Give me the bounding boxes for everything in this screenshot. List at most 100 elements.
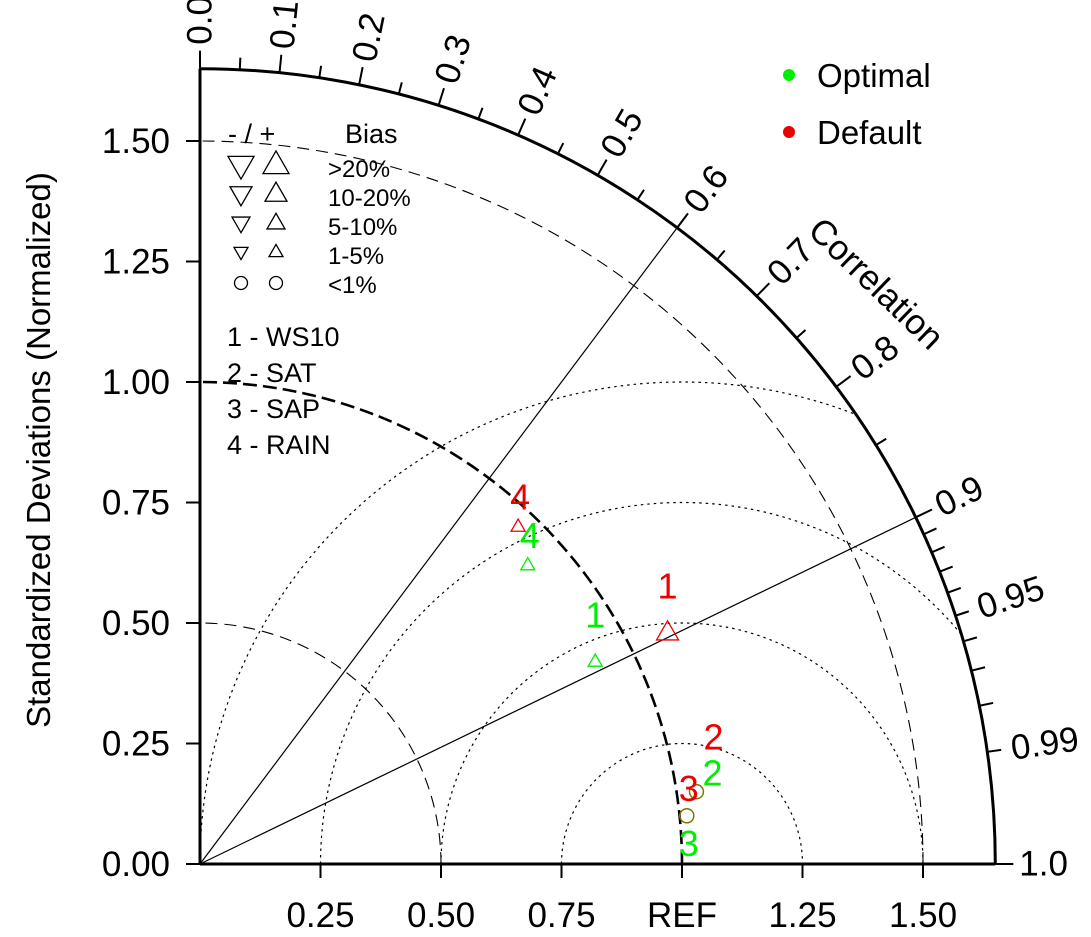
correlation-tick-label: 0.3 [427, 30, 479, 88]
legend-dot [783, 69, 795, 81]
correlation-tick-label: 0.99 [1008, 720, 1081, 768]
x-tick-label: 0.25 [286, 896, 354, 935]
correlation-tick [835, 375, 852, 388]
bias-key-circle-down [233, 275, 249, 291]
bias-key-triangle-down [232, 246, 250, 261]
legend-dot [783, 126, 795, 138]
correlation-tick-label: 0.9 [929, 468, 990, 524]
x-tick-label: 0.75 [527, 896, 595, 935]
data-point-marker [519, 556, 536, 571]
correlation-tick-label: 0.6 [676, 158, 736, 220]
variable-key-item: 2 - SAT [227, 358, 317, 388]
correlation-tick [517, 118, 527, 136]
data-point-label: 3 [679, 768, 699, 809]
bias-key-triangle-down [226, 155, 256, 181]
correlation-tick [947, 586, 962, 594]
correlation-tick [915, 508, 933, 519]
bias-key-triangle-up [267, 243, 285, 258]
correlation-tick-label: 0.5 [593, 103, 651, 165]
rmsd-arc [440, 622, 924, 864]
correlation-tick [676, 212, 689, 229]
variable-key-item: 1 - WS10 [227, 322, 340, 352]
variable-key: 1 - WS10 2 - SAT 3 - SAP 4 - RAIN [227, 322, 340, 460]
correlation-tick [556, 142, 565, 155]
correlation-tick [318, 65, 323, 78]
bias-key-triangle-up [265, 211, 287, 230]
correlation-tick [875, 437, 887, 446]
bias-key-label: <1% [328, 272, 377, 299]
data-point-label: 3 [679, 823, 699, 864]
bias-key-triangle-up [261, 149, 291, 175]
correlation-tick [477, 107, 484, 120]
correlation-tick-label: 0.8 [844, 328, 906, 388]
x-tick-label: 1.50 [889, 896, 957, 935]
correlation-tick [939, 565, 954, 573]
chart-frame [198, 67, 997, 866]
x-tick-label: 0.50 [407, 896, 475, 935]
correlation-tick-label: 0.0 [181, 0, 220, 45]
sd-reference-arc [199, 622, 442, 865]
outer-correlation-arc [199, 67, 997, 865]
series-default: 1 23 4 [509, 477, 723, 824]
bias-key-circle-up [268, 275, 284, 291]
y-tick-label: 1.25 [102, 243, 170, 282]
tick-marks [186, 50, 1014, 878]
bias-key: - / + Bias >20%10-20%5-10%1-5%<1% [226, 119, 411, 299]
data-point-marker [509, 517, 527, 532]
correlation-tick [923, 527, 937, 536]
bias-key-triangle-up [263, 180, 289, 202]
correlation-tick [437, 87, 445, 106]
bias-key-label: 1-5% [328, 243, 384, 270]
bias-key-label: 10-20% [328, 185, 411, 212]
correlation-tick-label: 0.1 [263, 0, 307, 51]
sd-reference-arc [199, 140, 924, 865]
y-axis-label: Standardized Deviations (Normalized) [20, 172, 57, 728]
data-point-label: 2 [702, 753, 722, 794]
correlation-tick [397, 82, 403, 95]
y-tick-label: 0.00 [102, 845, 170, 884]
rmsd-arc [560, 742, 804, 864]
bias-key-triangle-down [230, 216, 252, 235]
correlation-tick-label: 0.4 [510, 61, 565, 121]
correlation-tick [979, 701, 994, 707]
y-tick-label: 1.50 [102, 122, 170, 161]
correlation-tick [987, 748, 1002, 753]
data-point-label: 2 [703, 717, 723, 758]
bias-key-title: Bias [345, 119, 398, 149]
correlation-tick-label: 1.0 [1019, 845, 1068, 884]
correlation-tick-label: 0.2 [345, 10, 393, 65]
correlation-tick [963, 636, 978, 643]
correlation-tick [795, 329, 807, 339]
x-tick-label: 1.25 [768, 896, 836, 935]
bias-key-triangle-down [228, 186, 254, 208]
correlation-tick [358, 66, 364, 85]
data-point-marker [688, 784, 705, 800]
data-point-marker [655, 619, 680, 641]
bias-key-label: >20% [328, 156, 390, 183]
data-point-label: 1 [658, 566, 678, 607]
correlation-tick [971, 666, 986, 672]
legend-label: Optimal [817, 57, 931, 94]
y-tick-label: 1.00 [102, 363, 170, 402]
data-point-label: 4 [510, 477, 530, 518]
variable-key-item: 3 - SAP [227, 394, 320, 424]
correlation-tick [931, 545, 945, 554]
variable-key-item: 4 - RAIN [227, 430, 331, 460]
correlation-tick [755, 282, 771, 297]
data-point-label: 4 [520, 515, 540, 556]
reference-std-arc [199, 380, 684, 865]
y-tick-label: 0.50 [102, 604, 170, 643]
x-tick-label: REF [647, 896, 717, 935]
data-point-marker [679, 808, 695, 824]
correlation-tick [238, 57, 242, 70]
correlation-tick [278, 54, 283, 73]
correlation-tick [636, 189, 645, 201]
correlation-tick-label: 0.95 [972, 568, 1049, 626]
y-tick-label: 0.75 [102, 484, 170, 523]
data-point-label: 1 [585, 595, 605, 636]
data-point-marker [587, 652, 604, 667]
correlation-ray [199, 516, 917, 865]
